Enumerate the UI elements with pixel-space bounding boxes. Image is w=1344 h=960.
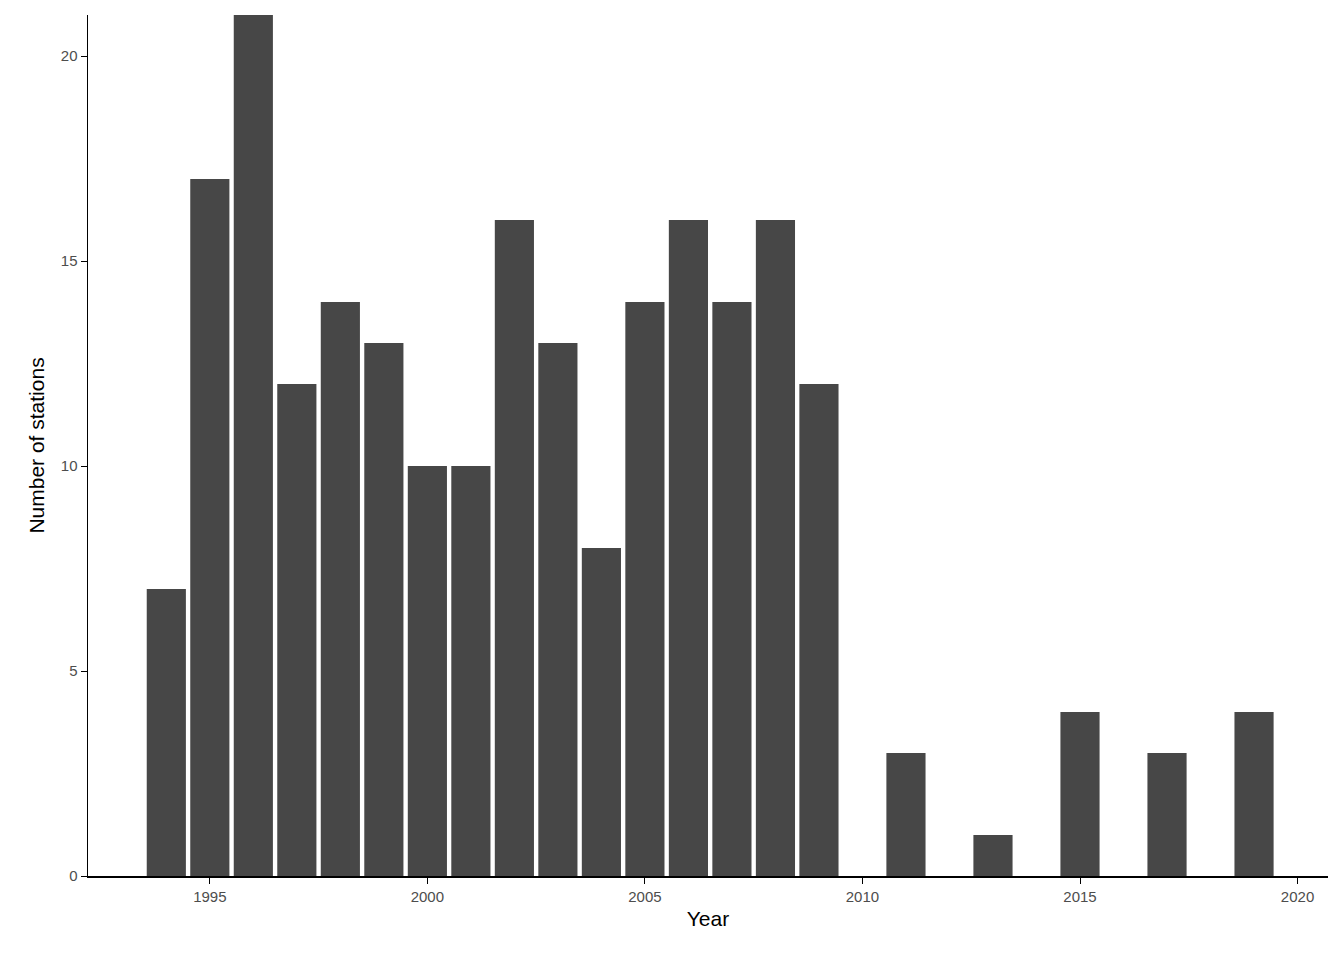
svg-text:2020: 2020 <box>1281 888 1314 905</box>
svg-text:Year: Year <box>687 907 729 930</box>
svg-text:2000: 2000 <box>411 888 444 905</box>
svg-text:2005: 2005 <box>628 888 661 905</box>
svg-text:2015: 2015 <box>1063 888 1096 905</box>
svg-text:Number of stations: Number of stations <box>25 357 48 533</box>
svg-text:5: 5 <box>69 662 77 679</box>
svg-text:2010: 2010 <box>846 888 879 905</box>
svg-text:15: 15 <box>61 252 78 269</box>
svg-text:10: 10 <box>61 457 78 474</box>
svg-text:20: 20 <box>61 47 78 64</box>
svg-text:1995: 1995 <box>193 888 226 905</box>
svg-text:0: 0 <box>69 867 77 884</box>
